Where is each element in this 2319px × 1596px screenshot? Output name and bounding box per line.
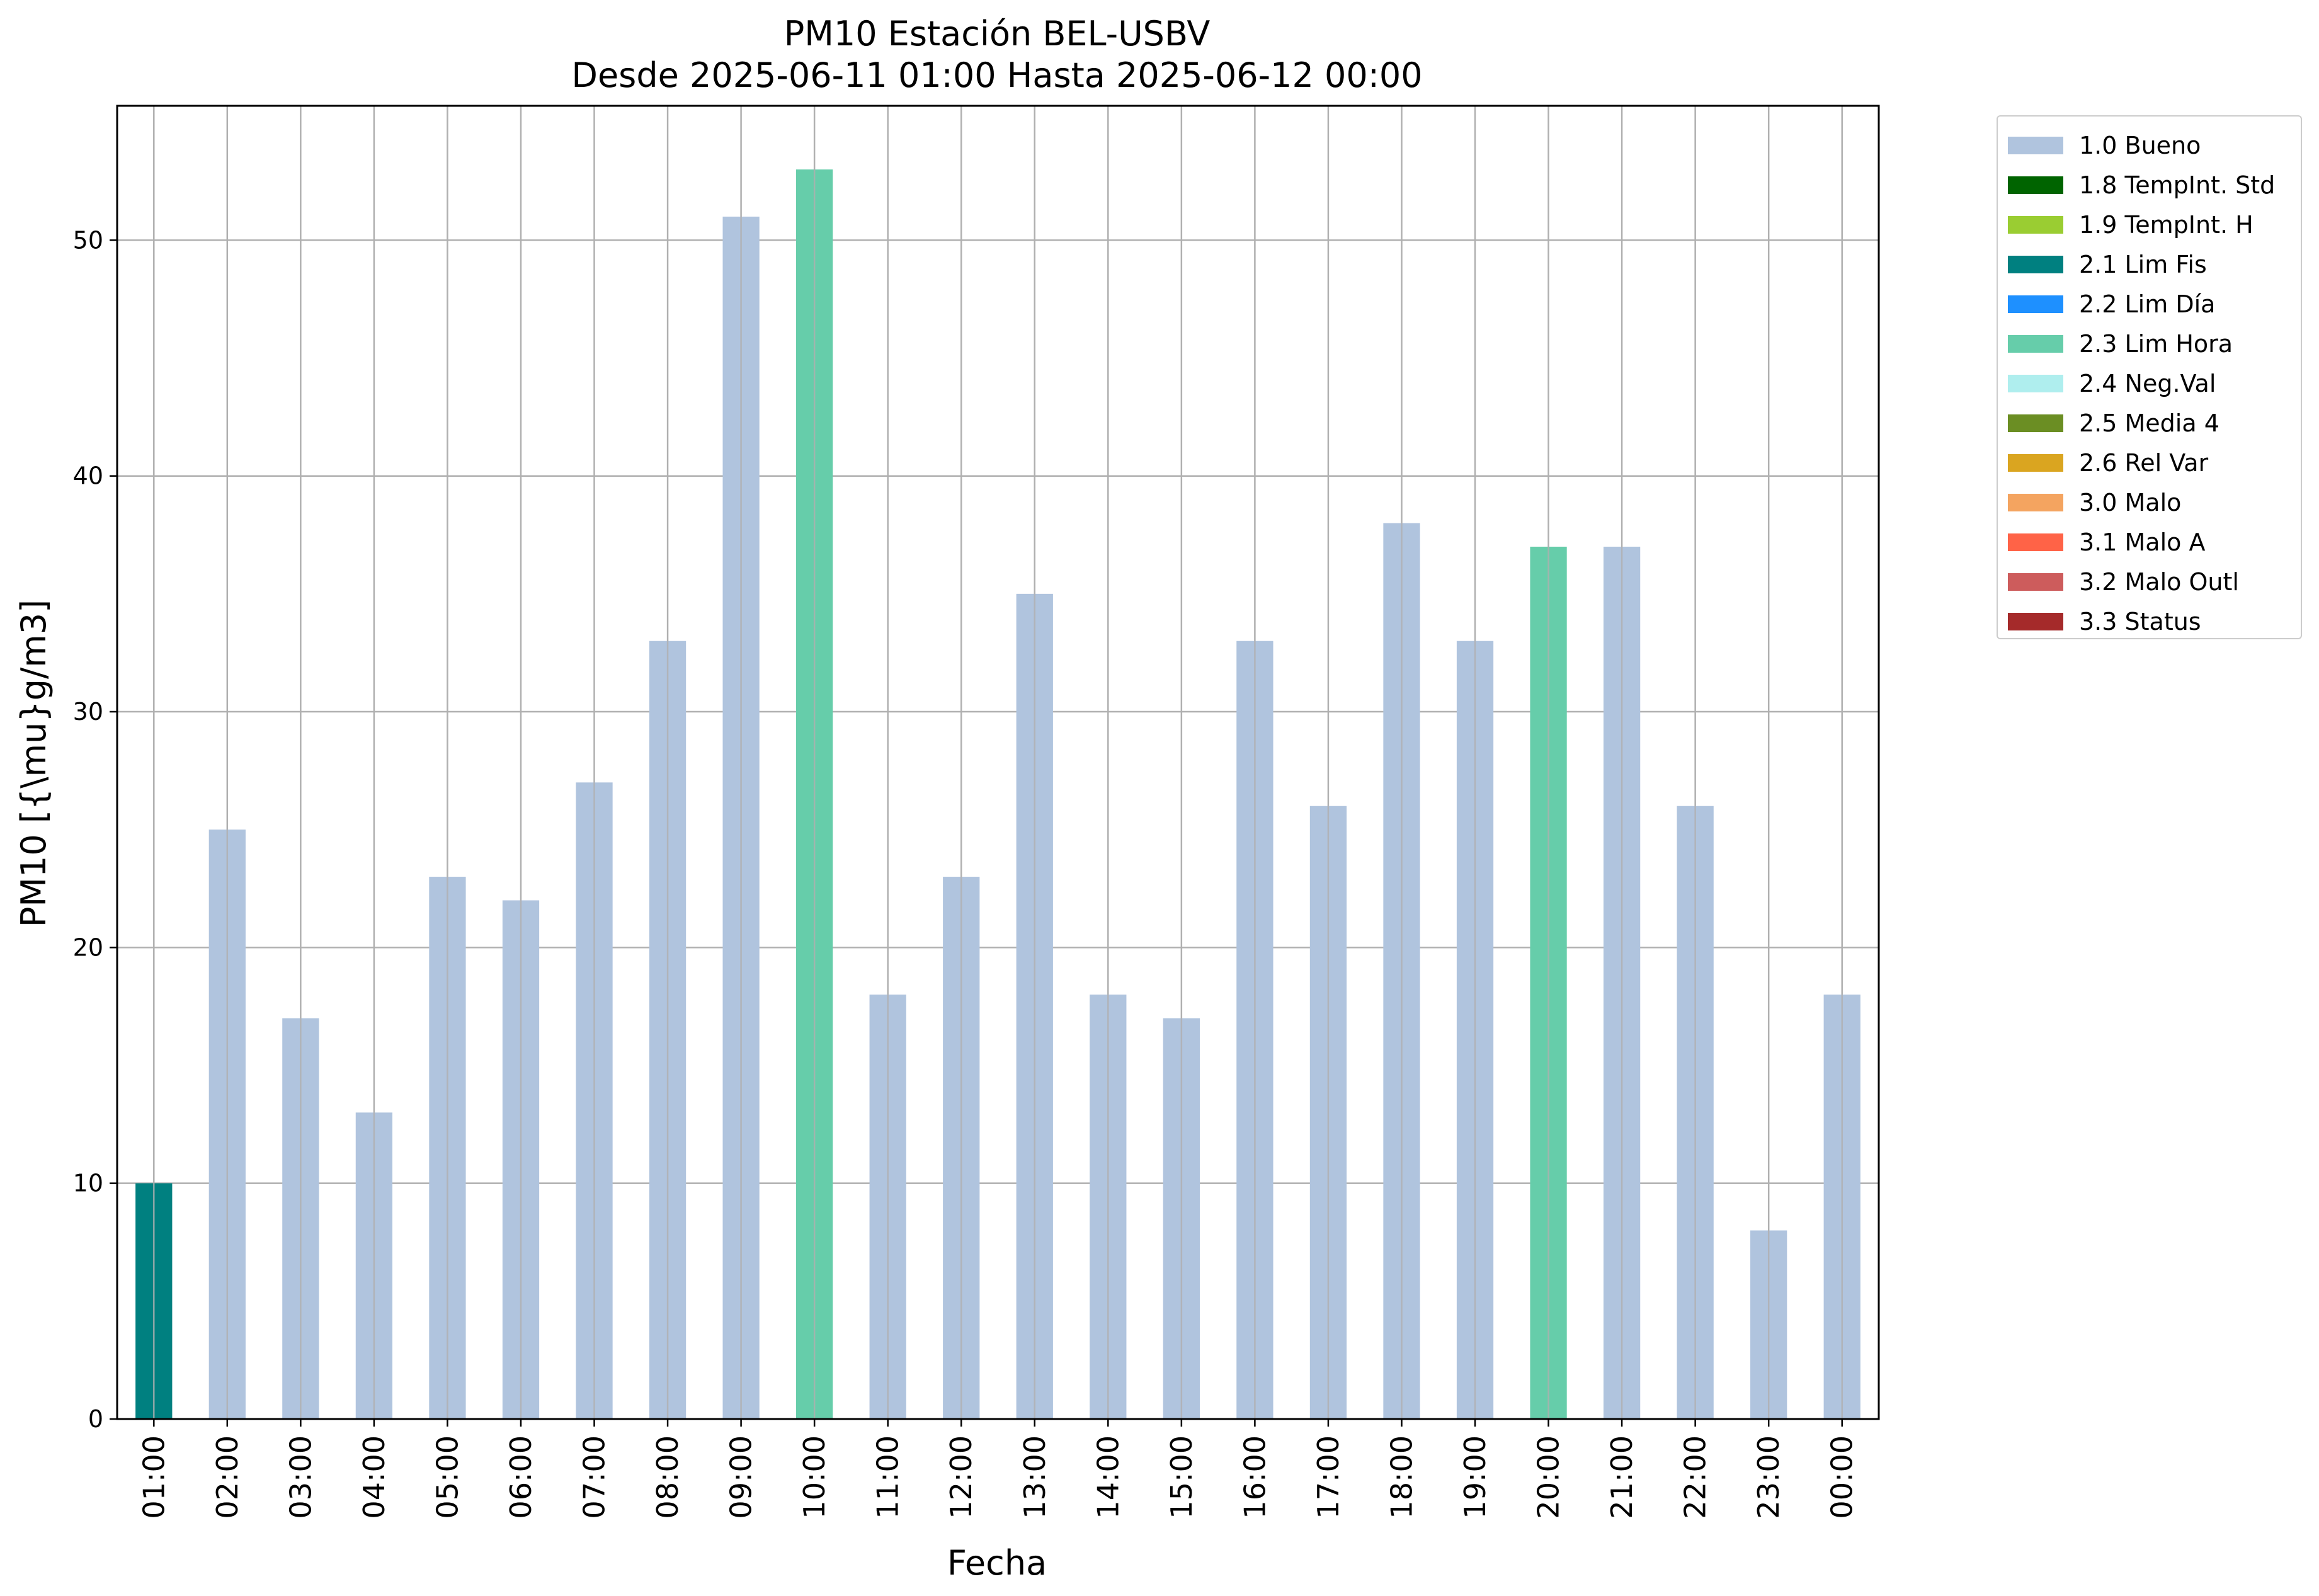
bars	[135, 169, 1860, 1420]
legend-label: 2.4 Neg.Val	[2079, 370, 2216, 397]
legend-swatch	[2008, 137, 2063, 154]
y-tick-label: 50	[73, 226, 103, 254]
axis-ticks: 0 10 20 30 40 50 01:00 02:00 03:00 04:00 05:00 06:0…	[73, 226, 1859, 1519]
legend-item: 2.2 Lim Día	[1998, 287, 2301, 318]
legend-label: 1.9 TempInt. H	[2079, 211, 2253, 239]
legend-label: 3.0 Malo	[2079, 489, 2182, 516]
legend-swatch	[2008, 613, 2063, 630]
legend-item: 3.2 Malo Outl	[1998, 564, 2301, 596]
x-tick-label: 03:00	[283, 1435, 317, 1519]
x-tick-label: 05:00	[430, 1435, 464, 1519]
x-tick-label: 07:00	[578, 1435, 612, 1519]
legend-item: 2.1 Lim Fis	[1998, 247, 2301, 278]
x-tick-label: 01:00	[137, 1435, 171, 1519]
legend-swatch	[2008, 256, 2063, 273]
legend-swatch	[2008, 176, 2063, 194]
x-tick-label: 17:00	[1311, 1435, 1345, 1519]
x-tick-label: 00:00	[1825, 1435, 1859, 1519]
legend-swatch	[2008, 414, 2063, 432]
legend-swatch	[2008, 573, 2063, 591]
legend-label: 2.6 Rel Var	[2079, 449, 2209, 477]
x-tick-label: 15:00	[1165, 1435, 1199, 1519]
chart-subtitle: Desde 2025-06-11 01:00 Hasta 2025-06-12 …	[571, 55, 1422, 95]
x-tick-label: 19:00	[1458, 1435, 1492, 1519]
y-tick-label: 20	[73, 933, 103, 961]
x-tick-label: 21:00	[1605, 1435, 1639, 1519]
x-tick-label: 23:00	[1752, 1435, 1786, 1519]
legend: 1.0 Bueno 1.8 TempInt. Std 1.9 TempInt. H 2…	[1997, 115, 2302, 639]
legend-swatch	[2008, 216, 2063, 234]
plot-frame	[116, 105, 1880, 1420]
legend-item: 1.0 Bueno	[1998, 128, 2301, 159]
x-tick-label: 16:00	[1238, 1435, 1272, 1519]
x-tick-label: 09:00	[724, 1435, 758, 1519]
y-tick-label: 40	[73, 462, 103, 490]
x-tick-label: 02:00	[210, 1435, 244, 1519]
legend-label: 2.1 Lim Fis	[2079, 251, 2207, 278]
legend-label: 2.3 Lim Hora	[2079, 330, 2233, 358]
legend-label: 3.1 Malo A	[2079, 528, 2206, 556]
legend-label: 1.8 TempInt. Std	[2079, 171, 2276, 199]
legend-swatch	[2008, 375, 2063, 392]
chart-title: PM10 Estación BEL-USBV	[784, 14, 1211, 54]
legend-item: 2.5 Media 4	[1998, 406, 2301, 437]
x-tick-label: 08:00	[651, 1435, 685, 1519]
legend-item: 3.3 Status	[1998, 604, 2301, 636]
legend-label: 2.5 Media 4	[2079, 409, 2219, 437]
legend-label: 2.2 Lim Día	[2079, 290, 2216, 318]
legend-swatch	[2008, 454, 2063, 472]
legend-label: 1.0 Bueno	[2079, 132, 2201, 159]
legend-item: 3.0 Malo	[1998, 485, 2301, 516]
x-axis-label: Fecha	[947, 1543, 1047, 1583]
x-tick-label: 18:00	[1384, 1435, 1418, 1519]
x-tick-label: 22:00	[1678, 1435, 1712, 1519]
x-tick-label: 14:00	[1091, 1435, 1125, 1519]
legend-item: 2.3 Lim Hora	[1998, 326, 2301, 358]
legend-item: 3.1 Malo A	[1998, 525, 2301, 556]
x-tick-label: 12:00	[944, 1435, 978, 1519]
y-tick-label: 0	[88, 1405, 103, 1433]
legend-label: 3.3 Status	[2079, 608, 2201, 636]
legend-item: 1.9 TempInt. H	[1998, 207, 2301, 239]
y-tick-label: 30	[73, 698, 103, 726]
x-tick-label: 06:00	[504, 1435, 538, 1519]
legend-label: 3.2 Malo Outl	[2079, 568, 2239, 596]
legend-swatch	[2008, 295, 2063, 313]
y-axis-label: PM10 [{\mu}g/m3]	[14, 600, 54, 927]
legend-swatch	[2008, 335, 2063, 353]
legend-item: 2.4 Neg.Val	[1998, 366, 2301, 397]
x-tick-label: 13:00	[1018, 1435, 1052, 1519]
legend-swatch	[2008, 533, 2063, 551]
y-tick-label: 10	[73, 1170, 103, 1197]
x-tick-label: 04:00	[357, 1435, 391, 1519]
legend-item: 1.8 TempInt. Std	[1998, 168, 2301, 199]
x-tick-label: 11:00	[871, 1435, 905, 1519]
x-tick-label: 20:00	[1532, 1435, 1566, 1519]
x-tick-label: 10:00	[797, 1435, 831, 1519]
legend-item: 2.6 Rel Var	[1998, 445, 2301, 477]
legend-swatch	[2008, 494, 2063, 511]
